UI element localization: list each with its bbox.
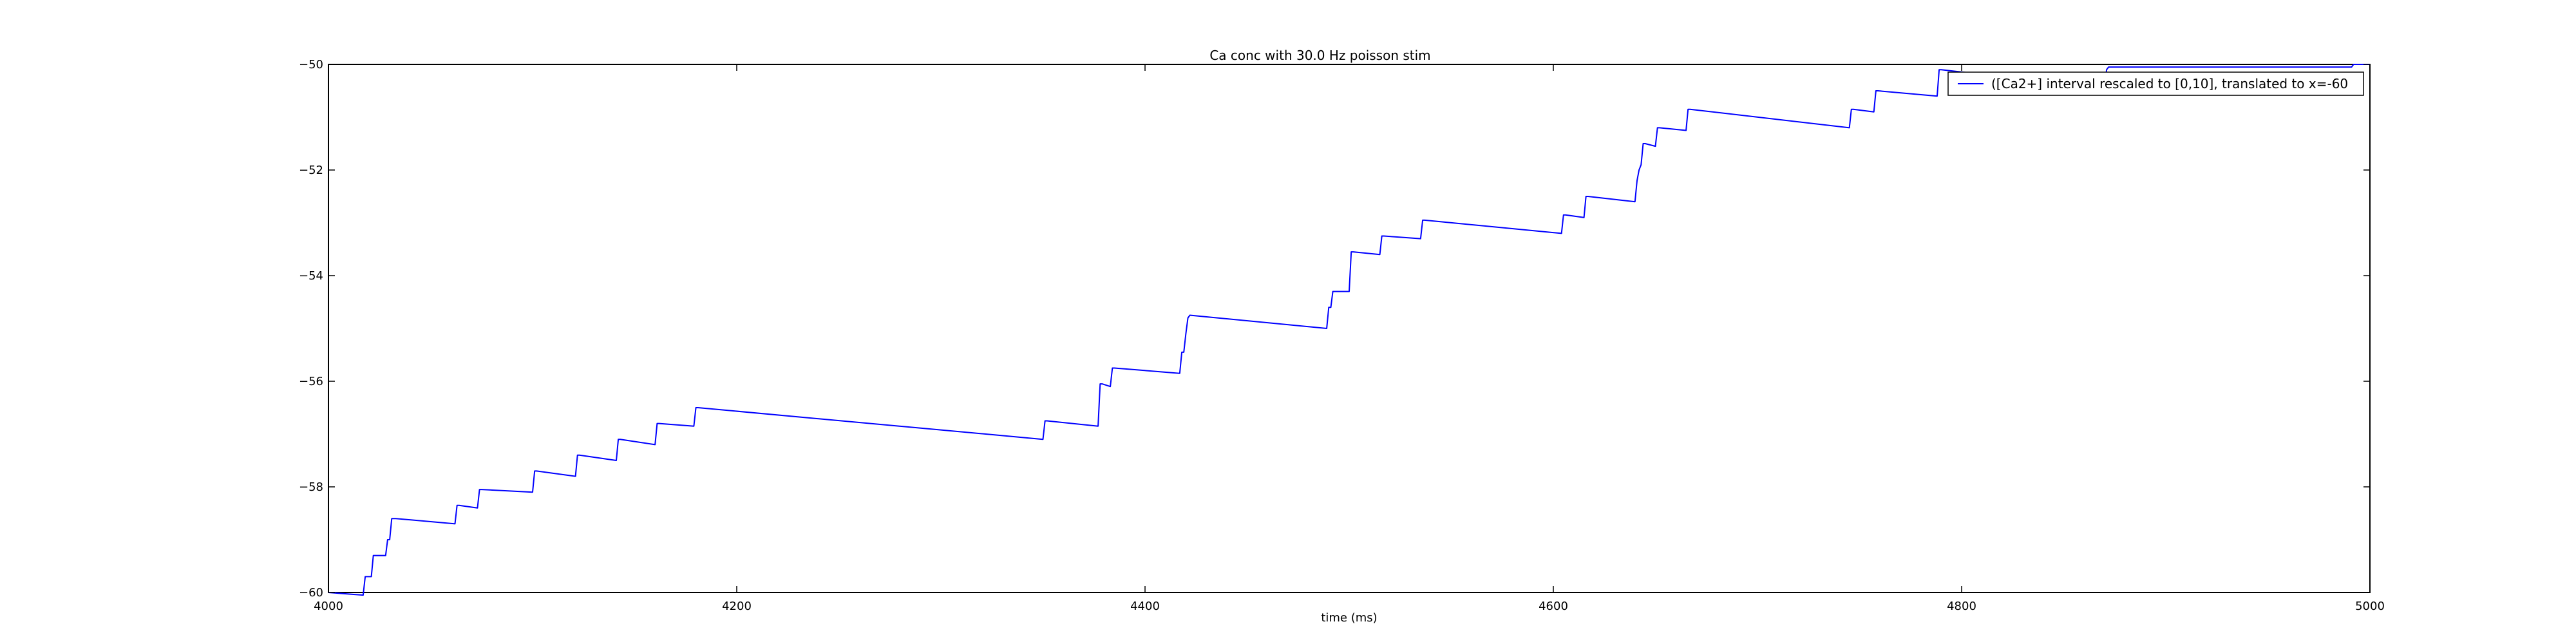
legend-label: ([Ca2+] interval rescaled to [0,10], tra… (1991, 76, 2348, 91)
y-tick-label: −54 (299, 269, 323, 283)
tick-labels: 4000 4200 4400 4600 4800 5000 −60 −58 −56 −54 −52 −… (299, 58, 2385, 613)
x-tick-label: 4000 (314, 600, 343, 613)
plot-area (328, 64, 2371, 596)
y-tick-label: −52 (299, 164, 323, 177)
chart-title: Ca conc with 30.0 Hz poisson stim (1209, 48, 1430, 63)
x-tick-label: 4200 (722, 600, 752, 613)
y-tick-label: −56 (299, 375, 323, 388)
series-layer (328, 64, 2370, 596)
y-tick-label: −50 (299, 58, 323, 71)
plot-frame (328, 64, 2371, 593)
x-tick-label: 4600 (1539, 600, 1568, 613)
legend: ([Ca2+] interval rescaled to [0,10], tra… (1947, 71, 2364, 96)
y-tick-label: −60 (299, 586, 323, 600)
x-axis-label: time (ms) (1321, 611, 1377, 625)
x-tick-label: 4400 (1130, 600, 1160, 613)
ticks-layer (328, 64, 2371, 593)
legend-box (1947, 71, 2364, 96)
y-tick-label: −58 (299, 480, 323, 494)
x-tick-label: 4800 (1947, 600, 1976, 613)
series-line-0 (328, 64, 2370, 596)
x-tick-label: 5000 (2355, 600, 2385, 613)
